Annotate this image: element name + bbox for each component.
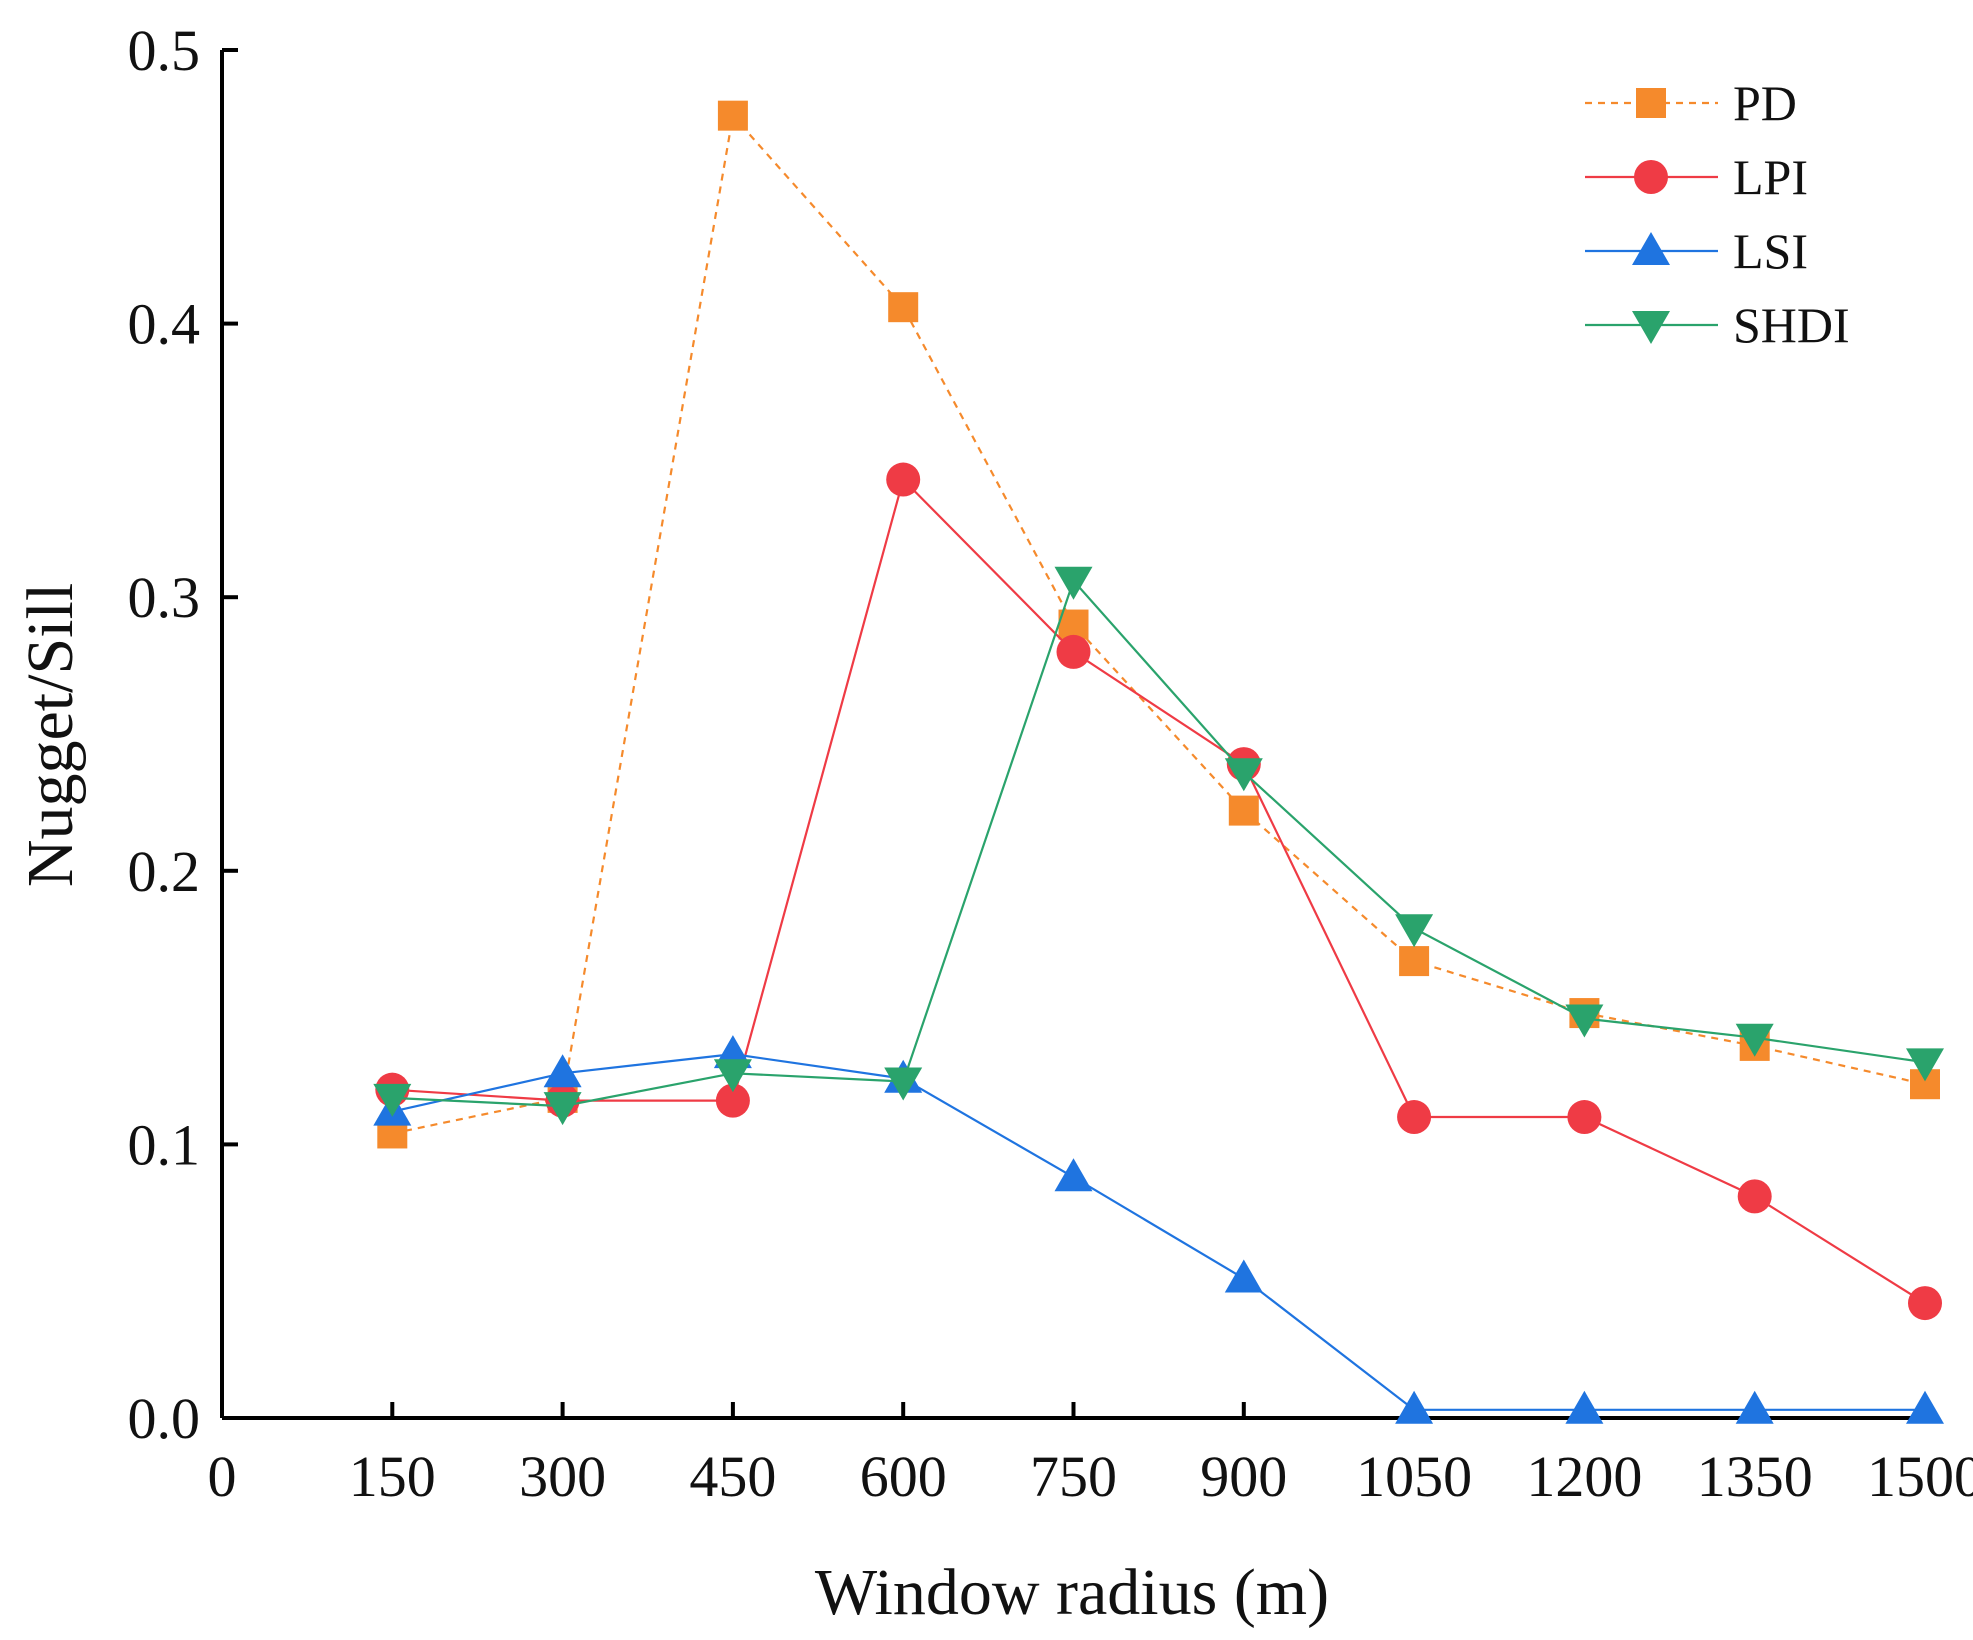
data-point-lsi-1200 [1565,1390,1604,1424]
legend-item-shdi: SHDI [1585,297,1850,353]
y-tick-label-0: 0.0 [128,1386,201,1451]
data-point-shdi-1350 [1735,1023,1774,1057]
data-point-pd-750 [1058,609,1089,640]
data-point-shdi-1050 [1395,914,1434,948]
legend: PD LPI LSI SHDI [1585,75,1850,353]
x-tick-label-1: 150 [349,1444,436,1509]
x-tick-label-3: 450 [689,1444,776,1509]
x-tick-label-10: 1500 [1867,1444,1973,1509]
data-point-shdi-900 [1224,758,1263,792]
data-point-lpi-1350 [1737,1179,1772,1214]
x-tick-label-4: 600 [860,1444,947,1509]
plot-area [373,100,1944,1424]
data-point-pd-450 [717,100,748,131]
data-point-shdi-1200 [1565,1004,1604,1038]
data-point-lsi-1050 [1395,1390,1434,1424]
data-point-pd-1050 [1399,946,1430,977]
legend-marker-lsi [1632,232,1670,265]
series-line-lpi [392,477,1926,1305]
y-tick-label-1: 0.1 [128,1112,201,1177]
data-point-lsi-300 [543,1054,582,1088]
x-tick-label-2: 300 [519,1444,606,1509]
legend-label-pd: PD [1733,75,1797,131]
series-line-lsi [392,1052,1925,1411]
data-point-pd-900 [1228,795,1259,826]
y-tick-label-3: 0.3 [128,565,201,630]
data-point-shdi-750 [1054,566,1093,600]
series-lsi [373,1035,1944,1424]
data-point-lpi-1500 [1908,1286,1942,1321]
legend-item-lpi: LPI [1585,149,1808,205]
legend-marker-lpi [1634,160,1668,194]
series-line-pd [392,113,1926,1135]
legend-label-lpi: LPI [1733,149,1808,205]
x-tick-label-8: 1200 [1526,1444,1642,1509]
y-tick-label-5: 0.5 [128,18,201,83]
data-point-lpi-600 [886,462,921,497]
series-pd [377,100,1940,1149]
data-point-lpi-1200 [1567,1100,1602,1135]
data-point-lsi-1350 [1735,1390,1774,1424]
legend-marker-pd [1636,88,1666,118]
data-point-shdi-150 [373,1083,412,1117]
data-point-lpi-450 [715,1083,750,1118]
data-point-shdi-600 [884,1067,923,1101]
axes: 0 150 300 450 600 750 900 1050 1200 1350 1500 0.0 0.… [128,18,1973,1509]
data-point-pd-600 [888,292,919,323]
data-point-shdi-450 [713,1059,752,1093]
legend-item-pd: PD [1585,75,1797,131]
legend-item-lsi: LSI [1585,223,1808,279]
y-tick-label-2: 0.2 [128,839,201,904]
y-axis-title: Nugget/Sill [14,583,87,887]
data-point-shdi-300 [543,1092,582,1126]
data-point-shdi-1500 [1906,1048,1944,1082]
data-point-lpi-1050 [1397,1100,1432,1135]
series-shdi [373,566,1944,1126]
data-point-lsi-750 [1054,1158,1093,1192]
x-tick-label-9: 1350 [1697,1444,1813,1509]
x-tick-label-7: 1050 [1356,1444,1472,1509]
x-axis-title: Window radius (m) [815,1556,1329,1629]
x-tick-label-6: 900 [1200,1444,1287,1509]
x-tick-label-0: 0 [208,1444,237,1509]
legend-label-lsi: LSI [1733,223,1808,279]
y-tick-label-4: 0.4 [128,292,201,357]
legend-marker-shdi [1632,311,1670,344]
series-line-shdi [392,578,1926,1108]
data-point-lsi-1500 [1906,1390,1944,1424]
legend-label-shdi: SHDI [1733,297,1850,353]
data-point-lsi-900 [1224,1259,1263,1293]
series-lpi [375,462,1942,1321]
data-point-lpi-750 [1056,634,1091,669]
x-tick-label-5: 750 [1030,1444,1117,1509]
